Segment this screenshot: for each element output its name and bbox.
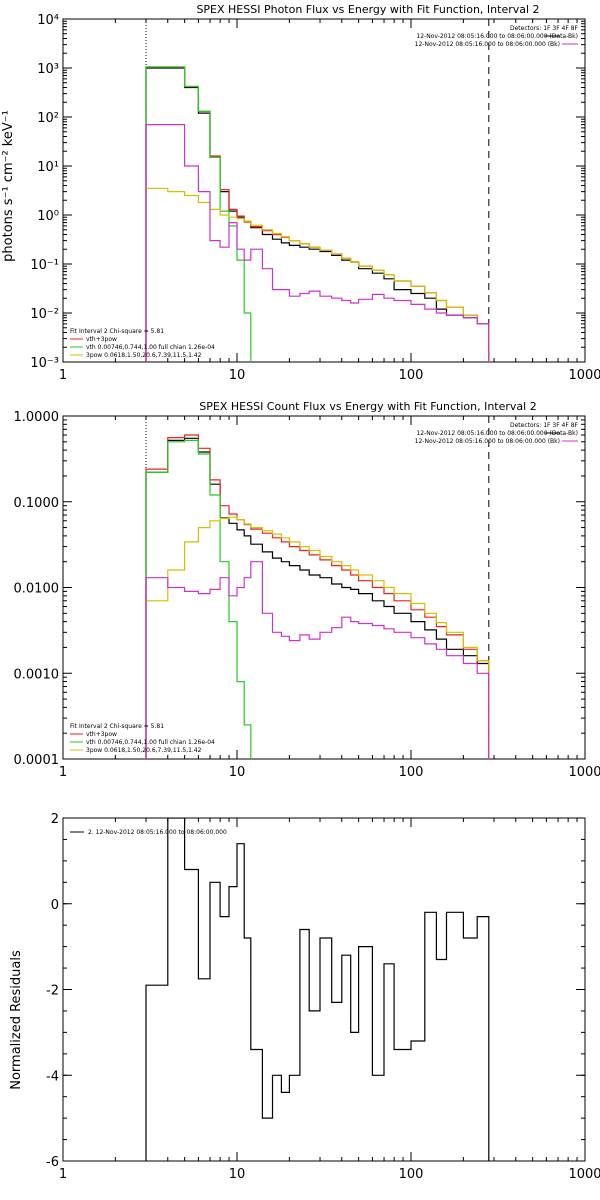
y-tick-label: 0.1000 [14,496,60,511]
fit-legend-powerlaw: 3pow 0.0618,1.50,20.6,7.39,11.5,1.42 [86,747,202,754]
y-tick-label: 10⁰ [37,209,59,224]
series-power-law [145,516,490,759]
x-tick-label: 1000 [568,1167,600,1182]
x-tick-label: 100 [399,1167,424,1182]
count-flux-top-legend: Detectors: 1F 3F 4F 8F 12-Nov-2012 08:05… [415,422,579,445]
y-tick-label: 10⁻³ [30,356,59,371]
x-tick-label: 10 [229,765,246,780]
residuals-plot-frame [62,817,586,1162]
x-tick-label: 1 [59,765,67,780]
series-total-fit [145,434,490,759]
y-tick-label: 0 [51,898,59,913]
top-legend-detectors: Detectors: 1F 3F 4F 8F [510,25,579,32]
photon-flux-top-legend: Detectors: 1F 3F 4F 8F 12-Nov-2012 08:05… [415,25,579,48]
y-tick-label: -4 [46,1069,59,1084]
count-flux-title: SPEX HESSI Count Flux vs Energy with Fit… [199,400,536,413]
photon-flux-panel: SPEX HESSI Photon Flux vs Energy with Fi… [1,3,600,383]
top-legend-bk: 12-Nov-2012 08:05:16.000 to 08:06:00.000… [415,438,560,445]
count-flux-range-markers [145,416,490,759]
y-tick-label: 10³ [37,62,59,77]
y-tick-label: 10⁴ [37,13,59,28]
photon-flux-fit-legend: Fit Interval 2 Chi-square = 5.81 vth+3po… [70,328,215,359]
residuals-legend-text: 2. 12-Nov-2012 08:05:16.000 to 08:06:00.… [88,829,227,836]
x-tick-label: 10 [229,368,246,383]
y-tick-label: 10⁻¹ [30,258,59,273]
residuals-ticks: 1 10 100 1000 -6 -4 -2 0 2 [46,812,600,1182]
x-tick-label: 10 [229,1167,246,1182]
y-tick-label: 2 [51,812,59,827]
series-data-bk [145,437,490,759]
series-background [145,124,490,362]
photon-flux-plot-frame [62,18,586,363]
y-tick-label: 10⁻² [30,307,59,322]
count-flux-plot-frame [62,415,586,760]
y-tick-label: -2 [46,984,59,999]
fit-legend-total: vth+3pow [86,336,117,343]
top-legend-data-bk: 12-Nov-2012 08:05:16.000 to 08:06:00.000… [416,430,578,437]
x-tick-label: 1000 [568,368,600,383]
y-tick-label: 0.0001 [14,753,60,768]
x-tick-label: 1 [59,1167,67,1182]
count-flux-panel: SPEX HESSI Count Flux vs Energy with Fit… [14,400,600,780]
count-flux-series [145,434,490,759]
series-residuals [145,818,490,1161]
series-total-fit [145,66,490,362]
y-tick-label: -6 [46,1155,59,1170]
photon-flux-y-label: photons s⁻¹ cm⁻² keV⁻¹ [1,110,16,262]
x-tick-label: 1 [59,368,67,383]
photon-flux-series [145,66,490,362]
x-tick-label: 100 [399,765,424,780]
series-background [145,561,490,759]
photon-flux-title: SPEX HESSI Photon Flux vs Energy with Fi… [196,3,539,16]
fit-legend-thermal: vth 0.00746,0.744,1.00 full chian 1.26e-… [86,344,215,351]
residuals-series [145,818,490,1161]
residuals-y-label: Normalized Residuals [9,950,24,1090]
count-flux-ticks: 1 10 100 1000 0.0001 0.0010 0.0100 0.1000 1.0000 [14,410,600,780]
fit-legend-title: Fit Interval 2 Chi-square = 5.81 [70,723,164,730]
fit-legend-title: Fit Interval 2 Chi-square = 5.81 [70,328,164,335]
y-tick-label: 0.0100 [14,582,60,597]
series-thermal [145,66,252,362]
series-power-law [145,187,490,362]
top-legend-data-bk: 12-Nov-2012 08:05:16.000 to 08:06:00.000… [416,33,578,40]
residuals-legend: 2. 12-Nov-2012 08:05:16.000 to 08:06:00.… [70,829,227,836]
top-legend-detectors: Detectors: 1F 3F 4F 8F [510,422,579,429]
fit-legend-total: vth+3pow [86,731,117,738]
y-tick-label: 1.0000 [14,410,60,425]
photon-flux-ticks: 1 10 100 1000 10⁻³ 10⁻² 10⁻¹ 10⁰ 10¹ 10² 10³ 10⁴ [30,13,600,383]
series-thermal [145,439,252,759]
y-tick-label: 10² [37,111,59,126]
y-tick-label: 10¹ [37,160,59,175]
series-data-bk [145,67,490,362]
x-tick-label: 100 [399,368,424,383]
y-tick-label: 0.0010 [14,667,60,682]
residuals-panel: Normalized Residuals 1 10 100 1000-6-4-202 … [9,812,600,1182]
count-flux-fit-legend: Fit Interval 2 Chi-square = 5.81 vth+3po… [70,723,215,754]
fit-legend-powerlaw: 3pow 0.0618,1.50,20.6,7.39,11.5,1.42 [86,352,202,359]
x-tick-label: 1000 [568,765,600,780]
fit-legend-thermal: vth 0.00746,0.744,1.00 full chian 1.26e-… [86,739,215,746]
photon-flux-range-markers [145,19,490,362]
top-legend-bk: 12-Nov-2012 08:05:16.000 to 08:06:00.000… [415,41,560,48]
